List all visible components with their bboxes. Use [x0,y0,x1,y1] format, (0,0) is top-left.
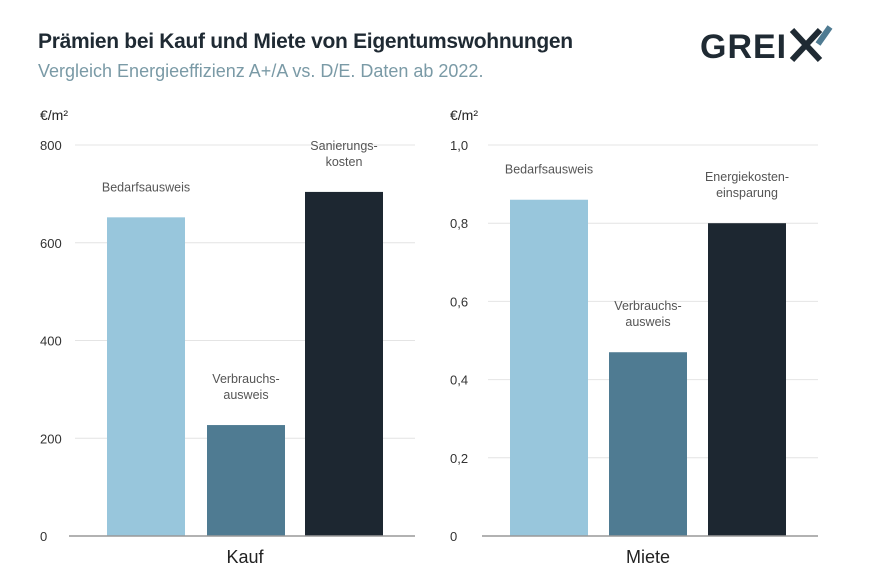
bar [107,217,185,536]
y-tick-label: 400 [40,334,62,349]
bar-label: ausweis [223,388,268,402]
bar-label: Bedarfsausweis [102,180,190,194]
chart-subtitle: Vergleich Energieeffizienz A+/A vs. D/E.… [38,61,484,81]
y-tick-label: 0,2 [450,451,468,466]
bar [510,199,588,537]
y-tick-label: 0,4 [450,373,468,388]
bar-label: Energiekosten- [705,170,789,184]
bar-label: Sanierungs- [310,139,377,153]
bar-label: Verbrauchs- [614,299,681,313]
bar [207,425,285,536]
y-tick-label: 0 [450,529,457,544]
y-tick-label: 0,8 [450,216,468,231]
x-axis-label: Kauf [226,547,264,567]
y-axis-label: €/m² [40,107,68,123]
y-tick-label: 1,0 [450,138,468,153]
bar-label: einsparung [716,186,778,200]
x-axis-label: Miete [626,547,670,567]
bar-label: Verbrauchs- [212,372,279,386]
y-tick-label: 0,6 [450,294,468,309]
y-tick-label: 200 [40,431,62,446]
bar-label: ausweis [625,315,670,329]
y-axis-label: €/m² [450,107,478,123]
bar [609,352,687,536]
bar [305,191,383,537]
bar-label: kosten [326,155,363,169]
bar-label: Bedarfsausweis [505,163,593,177]
y-tick-label: 0 [40,529,47,544]
y-tick-label: 800 [40,138,62,153]
y-tick-label: 600 [40,236,62,251]
greix-logo: GREI [700,25,833,66]
svg-text:GREI: GREI [700,28,787,66]
bar [708,223,786,536]
chart-title: Prämien bei Kauf und Miete von Eigentums… [38,30,573,53]
